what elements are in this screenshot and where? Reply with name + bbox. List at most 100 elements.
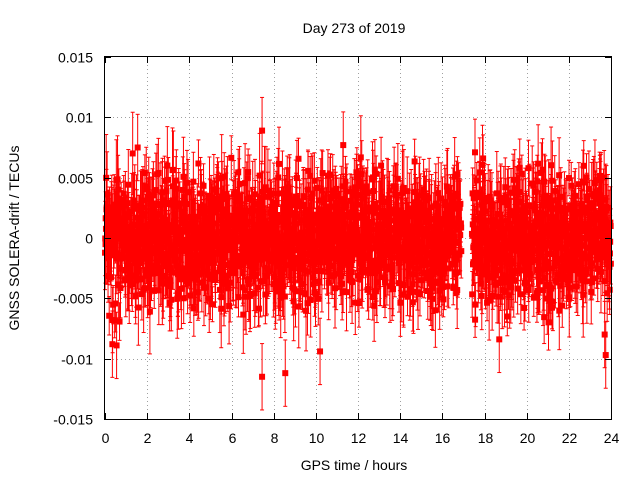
point-marker: [114, 176, 121, 183]
point-marker: [106, 312, 113, 319]
point-marker: [167, 265, 174, 272]
point-marker: [137, 207, 144, 214]
point-marker: [170, 166, 177, 173]
point-marker: [197, 190, 204, 197]
point-marker: [115, 186, 122, 193]
point-marker: [182, 274, 189, 281]
point-marker: [156, 248, 163, 255]
point-marker: [148, 223, 155, 230]
point-marker: [150, 205, 157, 212]
point-marker: [159, 197, 166, 204]
point-marker: [177, 231, 184, 238]
point-marker: [165, 176, 172, 183]
point-marker: [180, 295, 187, 302]
point-marker: [146, 308, 153, 315]
point-marker: [221, 280, 228, 287]
point-marker: [195, 160, 202, 167]
point-marker: [225, 285, 232, 292]
chart-title: Day 273 of 2019: [303, 20, 406, 36]
point-marker: [228, 154, 235, 161]
point-marker: [225, 261, 232, 268]
point-marker: [175, 290, 182, 297]
point-marker: [218, 294, 225, 301]
point-marker: [125, 181, 132, 188]
point-marker: [202, 284, 209, 291]
point-marker: [172, 241, 179, 248]
point-marker: [183, 221, 190, 228]
point-marker: [166, 228, 173, 235]
point-marker: [180, 265, 187, 272]
point-marker: [169, 248, 176, 255]
point-marker: [155, 169, 162, 176]
point-marker: [255, 305, 262, 312]
point-marker: [311, 177, 318, 184]
data-point: [255, 291, 262, 327]
point-marker: [178, 285, 185, 292]
point-marker: [168, 201, 175, 208]
point-marker: [292, 288, 299, 295]
point-marker: [164, 162, 171, 169]
point-marker: [148, 196, 155, 203]
point-marker: [124, 223, 131, 230]
point-marker: [179, 242, 186, 249]
point-marker: [206, 295, 213, 302]
point-marker: [118, 218, 125, 225]
point-marker: [275, 160, 282, 167]
point-marker: [212, 250, 219, 257]
point-marker: [207, 275, 214, 282]
point-marker: [185, 189, 192, 196]
point-marker: [104, 191, 111, 198]
point-marker: [131, 202, 138, 209]
point-marker: [141, 169, 148, 176]
point-marker: [211, 243, 218, 250]
point-marker: [224, 272, 231, 279]
point-marker: [163, 199, 170, 206]
point-marker: [146, 277, 153, 284]
point-marker: [141, 285, 148, 292]
data-points: [102, 96, 614, 411]
point-marker: [115, 281, 122, 288]
point-marker: [281, 293, 288, 300]
point-marker: [307, 297, 314, 304]
point-marker: [315, 278, 322, 285]
point-marker: [181, 212, 188, 219]
point-marker: [143, 186, 150, 193]
point-marker: [124, 267, 131, 274]
point-marker: [189, 245, 196, 252]
point-marker: [181, 193, 188, 200]
point-marker: [125, 213, 132, 220]
point-marker: [198, 279, 205, 286]
point-marker: [155, 230, 162, 237]
data-point: [116, 302, 123, 341]
point-marker: [214, 196, 221, 203]
point-marker: [183, 179, 190, 186]
point-marker: [209, 258, 216, 265]
point-marker: [151, 287, 158, 294]
point-marker: [157, 211, 164, 218]
point-marker: [295, 155, 302, 162]
point-marker: [180, 173, 187, 180]
point-marker: [216, 203, 223, 210]
point-marker: [173, 177, 180, 184]
point-marker: [190, 226, 197, 233]
point-marker: [160, 280, 167, 287]
point-marker: [165, 222, 172, 229]
point-marker: [114, 235, 121, 242]
point-marker: [146, 255, 153, 262]
data-point: [209, 286, 216, 323]
point-marker: [105, 204, 112, 211]
point-marker: [145, 191, 152, 198]
point-marker: [227, 279, 234, 286]
data-point: [228, 135, 235, 181]
point-marker: [221, 173, 228, 180]
point-marker: [139, 197, 146, 204]
data-point: [195, 139, 202, 188]
point-marker: [111, 317, 118, 324]
point-marker: [135, 304, 142, 311]
point-marker: [116, 264, 123, 271]
point-marker: [219, 212, 226, 219]
point-marker: [110, 243, 117, 250]
point-marker: [194, 289, 201, 296]
point-marker: [144, 260, 151, 267]
